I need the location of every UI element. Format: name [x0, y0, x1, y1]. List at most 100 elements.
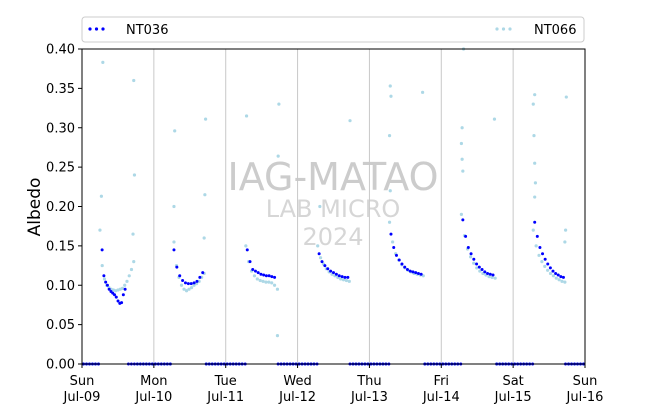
nt036-point [475, 262, 479, 266]
legend-marker [94, 27, 99, 31]
nt036-point [186, 282, 190, 286]
nt066-point [347, 279, 351, 283]
nt036-point [538, 245, 542, 249]
nt066-point [533, 195, 537, 199]
x-tick-label-date: Jul-15 [494, 390, 532, 405]
nt036-point [107, 287, 111, 291]
nt066-point [202, 236, 206, 240]
nt036-point [548, 266, 552, 270]
nt036-point [273, 275, 277, 279]
nt066-point [533, 161, 537, 165]
y-tick-label: 0.30 [46, 121, 75, 136]
nt066-point [492, 117, 497, 121]
watermark-line-3: 2024 [302, 223, 363, 251]
nt066-point [316, 244, 320, 248]
nt036-point [253, 269, 257, 273]
nt036-point [100, 248, 104, 252]
nt036-point [546, 262, 550, 266]
nt066-point [125, 279, 129, 283]
nt066-point [560, 279, 564, 283]
nt066-point [475, 266, 479, 270]
y-tick-label: 0.40 [46, 43, 75, 58]
watermark-line-2: LAB MICRO [266, 195, 401, 223]
nt066-point [203, 117, 208, 121]
watermark: IAG-MATAO LAB MICRO 2024 [227, 155, 438, 251]
nt036-point [405, 268, 409, 271]
nt066-point [421, 274, 425, 278]
y-tick-label: 0.05 [46, 318, 75, 333]
nt036-point [397, 258, 401, 262]
nt066-point [132, 260, 136, 264]
nt066-point [277, 102, 281, 106]
x-tick-label-date: Jul-16 [566, 390, 604, 405]
nt036-point [245, 248, 249, 252]
nt066-point [531, 228, 535, 232]
nt036-point [329, 269, 333, 273]
nt066-point [389, 94, 393, 98]
nt036-point [201, 271, 205, 275]
legend-item-nt036[interactable]: NT036 [88, 23, 168, 38]
legend-box [81, 16, 585, 43]
nt066-point [534, 244, 538, 248]
nt066-point [102, 277, 107, 281]
nt036-point [334, 272, 338, 276]
nt066-point [123, 283, 127, 287]
y-tick-label: 0.00 [46, 358, 75, 373]
nt066-point [557, 278, 561, 282]
nt066-point [548, 271, 553, 276]
nt066-point [487, 274, 491, 279]
nt066-point [341, 278, 346, 282]
nt036-point [346, 275, 350, 279]
nt036-point [561, 275, 565, 279]
nt036-point [556, 273, 560, 277]
nt036-point [411, 270, 415, 274]
x-tick-label-day: Sun [70, 374, 95, 389]
nt036-point [259, 272, 263, 276]
nt066-point [173, 129, 177, 133]
nt036-point [472, 257, 476, 261]
nt036-point [123, 287, 127, 291]
nt036-point [267, 274, 271, 278]
x-tick-label-day: Mon [140, 374, 167, 389]
nt066-point [270, 281, 274, 285]
nt036-point [113, 293, 117, 297]
nt036-point [464, 234, 468, 238]
nt036-point [181, 279, 185, 283]
nt066-point [187, 287, 191, 291]
nt066-point [261, 279, 265, 283]
nt066-point [531, 102, 535, 106]
nt036-point [251, 268, 255, 271]
nt036-point [262, 273, 266, 277]
nt066-point [172, 240, 176, 244]
nt036-point [491, 273, 495, 277]
nt036-point [120, 301, 124, 305]
nt036-point [541, 252, 545, 256]
nt066-point [339, 277, 343, 281]
nt036-point [394, 253, 398, 257]
nt066-point [459, 141, 464, 146]
nt066-point [258, 278, 262, 283]
x-tick-label-day: Sat [502, 374, 523, 389]
legend-marker [495, 27, 499, 31]
nt066-point [98, 228, 102, 232]
nt036-point [392, 245, 396, 249]
nt036-point [323, 264, 327, 268]
y-tick-label: 0.10 [46, 279, 75, 294]
x-tick-label-day: Sun [573, 374, 598, 389]
nt066-point [348, 119, 352, 123]
nt066-point [563, 280, 567, 284]
nt066-point [203, 193, 207, 197]
x-tick-label-day: Thu [356, 374, 381, 389]
legend-item-nt066[interactable]: NT066 [495, 23, 576, 38]
nt036-point [114, 295, 118, 299]
nt036-point [317, 252, 321, 256]
y-tick-label: 0.15 [46, 239, 75, 254]
nt036-point [116, 299, 120, 303]
nt066-point [472, 261, 476, 265]
nt066-point [255, 277, 259, 281]
legend-marker [501, 27, 506, 31]
legend-label: NT036 [126, 23, 168, 38]
x-tick-label-date: Jul-09 [63, 390, 101, 405]
legend[interactable]: NT036 NT066 [81, 16, 585, 43]
nt066-point [554, 276, 558, 280]
